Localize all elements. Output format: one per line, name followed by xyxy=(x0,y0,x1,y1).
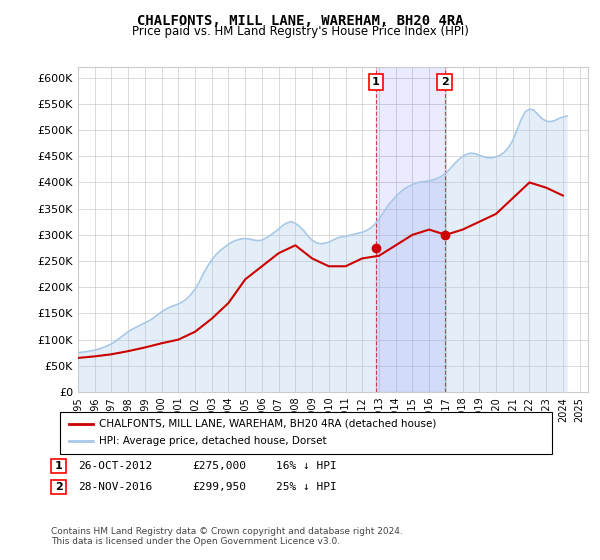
Text: £299,950: £299,950 xyxy=(192,482,246,492)
Text: 1: 1 xyxy=(372,77,380,87)
Text: 1: 1 xyxy=(55,461,62,471)
Text: 28-NOV-2016: 28-NOV-2016 xyxy=(78,482,152,492)
Text: 26-OCT-2012: 26-OCT-2012 xyxy=(78,461,152,471)
Text: 16% ↓ HPI: 16% ↓ HPI xyxy=(276,461,337,471)
Text: 25% ↓ HPI: 25% ↓ HPI xyxy=(276,482,337,492)
Text: Contains HM Land Registry data © Crown copyright and database right 2024.
This d: Contains HM Land Registry data © Crown c… xyxy=(51,526,403,546)
Text: Price paid vs. HM Land Registry's House Price Index (HPI): Price paid vs. HM Land Registry's House … xyxy=(131,25,469,38)
Text: CHALFONTS, MILL LANE, WAREHAM, BH20 4RA (detached house): CHALFONTS, MILL LANE, WAREHAM, BH20 4RA … xyxy=(99,419,436,429)
Text: HPI: Average price, detached house, Dorset: HPI: Average price, detached house, Dors… xyxy=(99,436,326,446)
Bar xyxy=(376,67,445,392)
Text: CHALFONTS, MILL LANE, WAREHAM, BH20 4RA: CHALFONTS, MILL LANE, WAREHAM, BH20 4RA xyxy=(137,14,463,28)
Text: 2: 2 xyxy=(55,482,62,492)
Text: 2: 2 xyxy=(440,77,448,87)
Text: £275,000: £275,000 xyxy=(192,461,246,471)
